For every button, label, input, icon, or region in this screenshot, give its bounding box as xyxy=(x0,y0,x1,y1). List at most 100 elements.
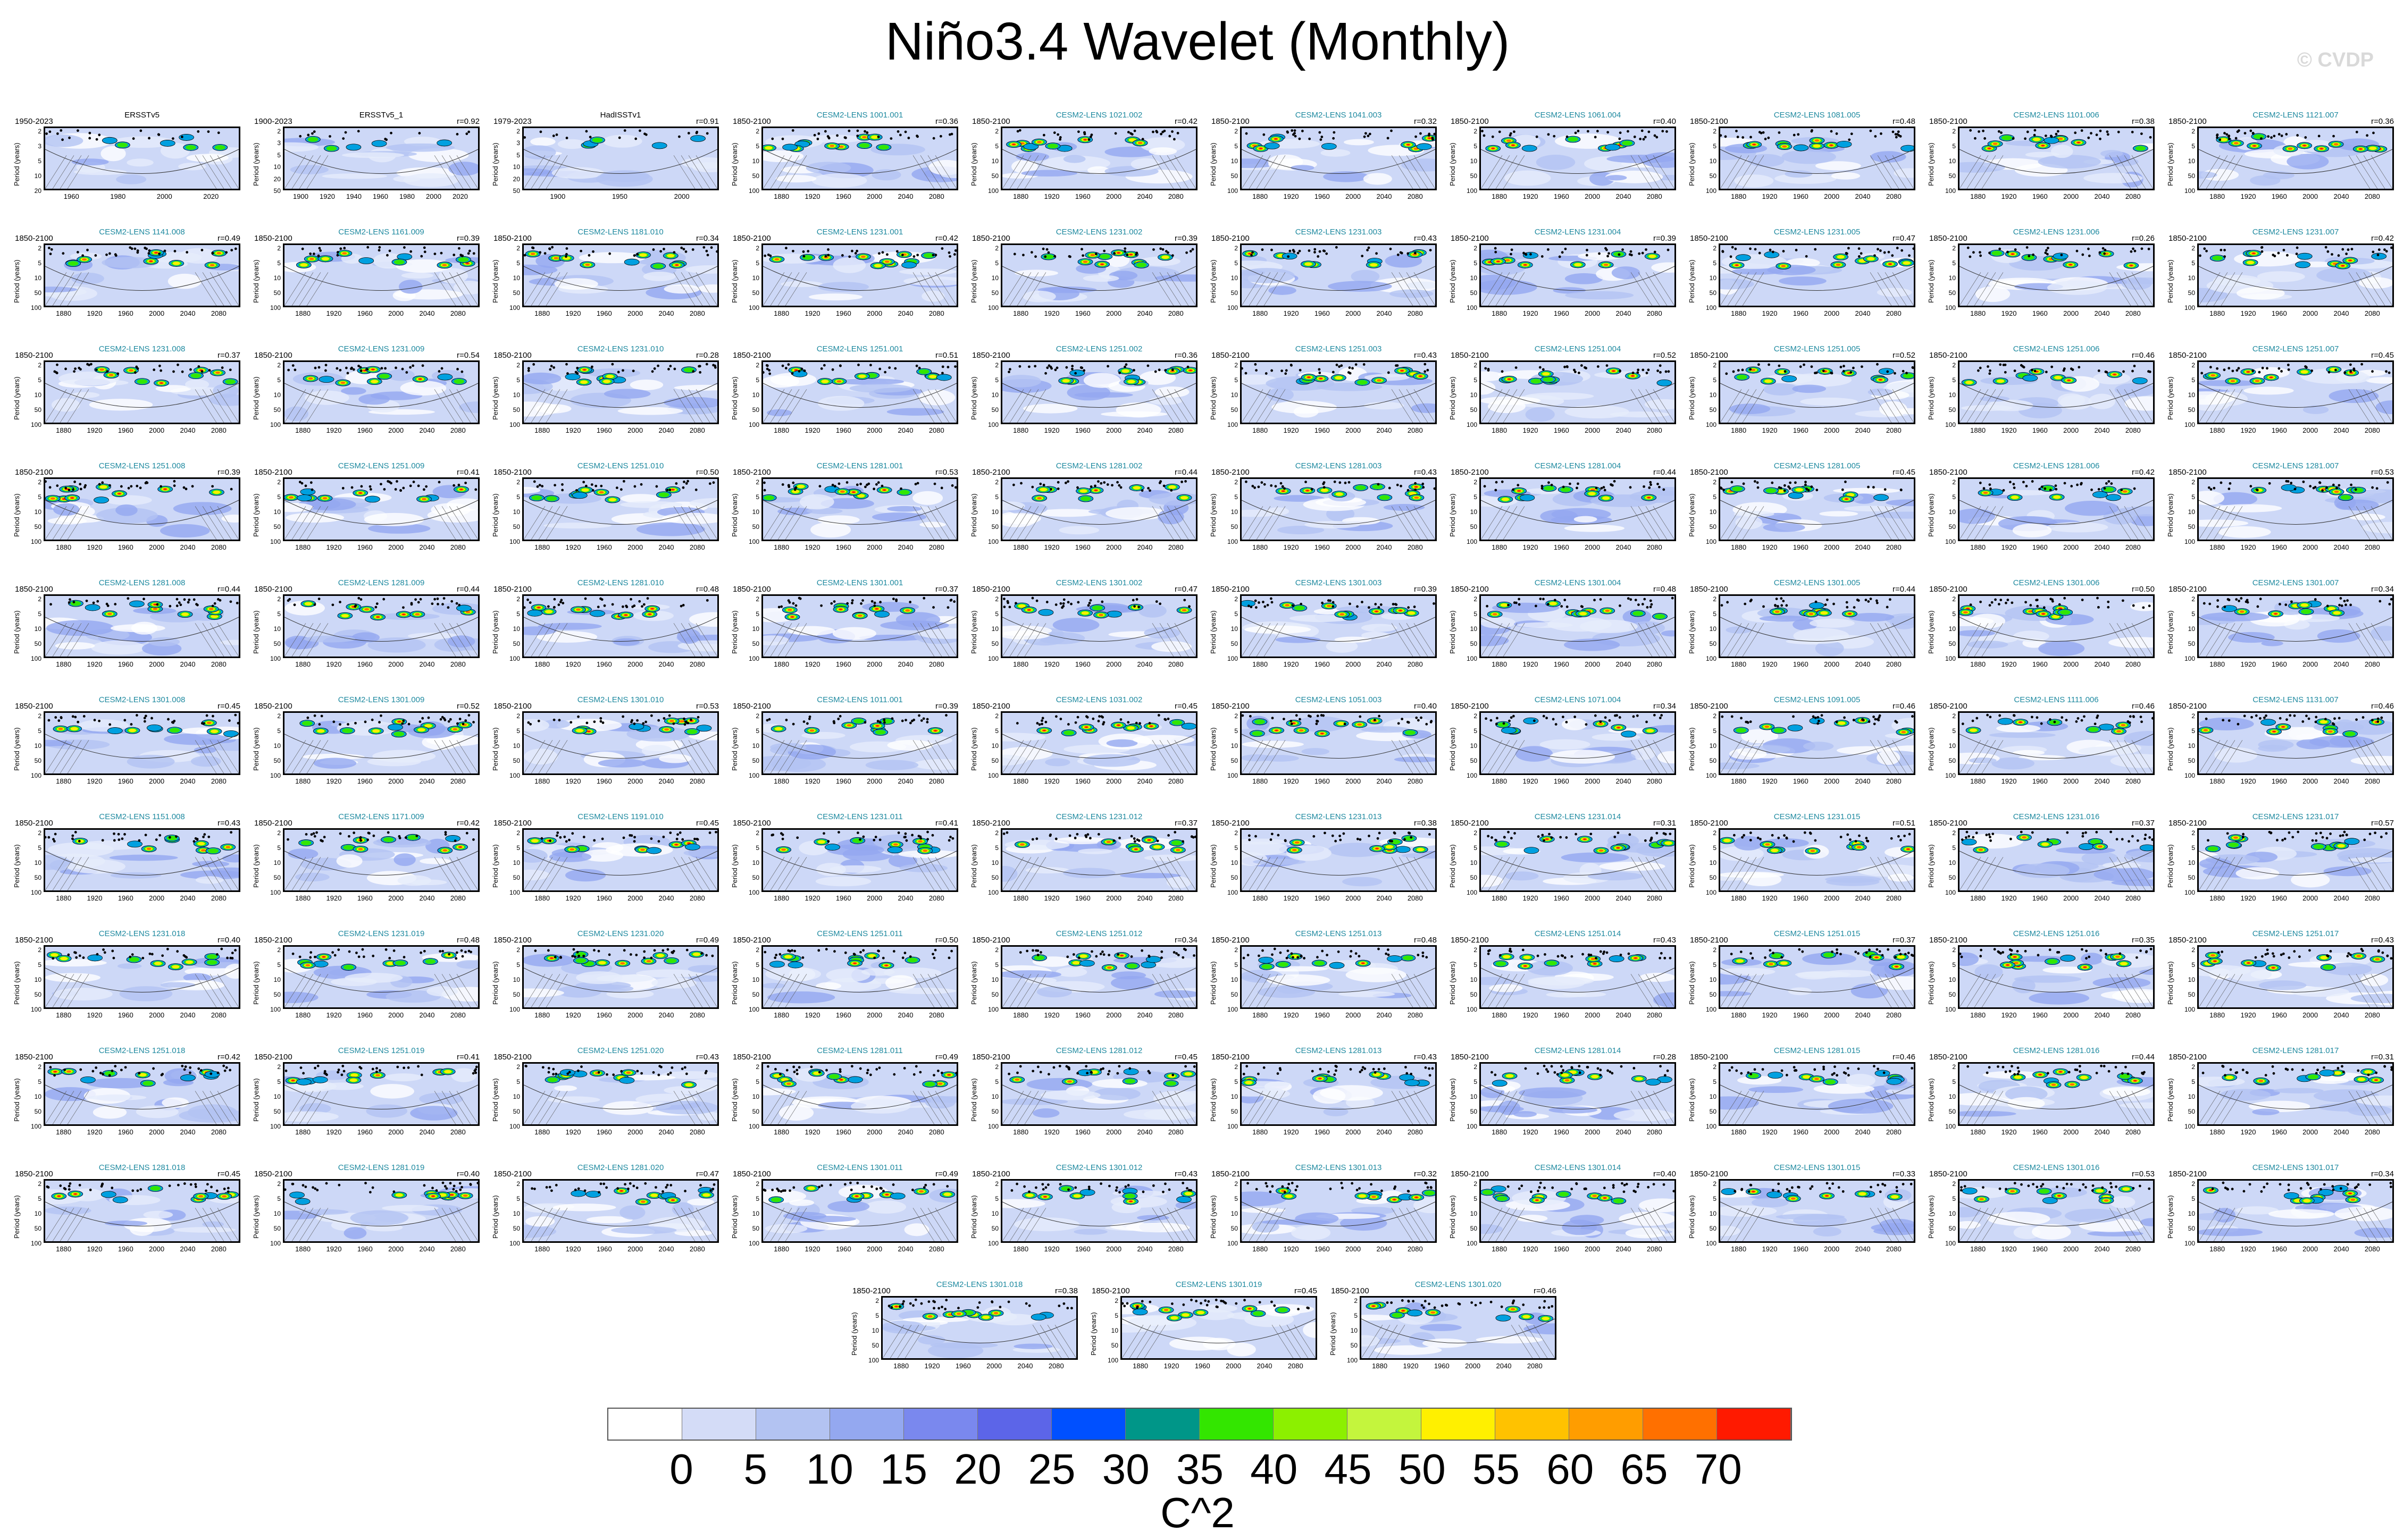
power-blob xyxy=(117,142,128,148)
significance-dot xyxy=(916,254,919,257)
significance-dot xyxy=(2044,487,2047,490)
significance-dot xyxy=(1730,481,1734,484)
significance-dot xyxy=(1124,247,1127,250)
significance-dot xyxy=(2216,605,2219,608)
significance-dot xyxy=(1510,248,1513,251)
significance-dot xyxy=(2051,600,2054,603)
significance-dot xyxy=(584,484,588,487)
y-tick-label: 2 xyxy=(2191,245,2195,252)
y-tick-label: 50 xyxy=(1230,172,1238,180)
x-tick-label: 2040 xyxy=(180,543,196,551)
y-axis-label: Period (years) xyxy=(1209,259,1217,303)
power-blob xyxy=(1560,487,1571,492)
x-tick-label: 2000 xyxy=(2063,660,2079,668)
significance-dot xyxy=(229,368,232,372)
significance-dot xyxy=(901,254,904,257)
significance-dot xyxy=(939,134,942,138)
significance-dot xyxy=(2026,130,2029,133)
significance-dot xyxy=(369,488,372,491)
significance-dot xyxy=(230,487,233,491)
significance-dot xyxy=(369,485,372,488)
power-contour xyxy=(799,494,834,510)
significance-dot xyxy=(2099,137,2101,140)
significance-dot xyxy=(2205,249,2208,253)
significance-dot xyxy=(1879,249,1882,252)
significance-dot xyxy=(2095,133,2098,137)
coi-hatch xyxy=(1735,155,1757,189)
panel-name: CESM2-LENS 1231.001 xyxy=(816,228,903,237)
power-contour xyxy=(1661,630,1674,637)
power-blob xyxy=(2253,145,2256,147)
significance-dot xyxy=(1422,486,1425,489)
power-contour xyxy=(1140,137,1185,153)
significance-dot xyxy=(2024,601,2027,604)
significance-dot xyxy=(1562,485,1565,489)
x-tick-label: 1920 xyxy=(805,309,820,317)
significance-dot xyxy=(698,365,701,368)
significance-dot xyxy=(1414,482,1417,485)
significance-dot xyxy=(1522,251,1525,255)
x-tick-label: 1880 xyxy=(295,543,311,551)
significance-dot xyxy=(2148,604,2151,608)
significance-dot xyxy=(2033,369,2037,373)
significance-dot xyxy=(1576,486,1578,490)
significance-dot xyxy=(1561,251,1564,254)
significance-dot xyxy=(94,254,97,257)
significance-dot xyxy=(2245,600,2248,603)
power-blob xyxy=(1023,143,1039,150)
wavelet-panel: CESM2-LENS 1301.001 1850-2100 r=0.37 Period… xyxy=(728,578,962,675)
significance-dot xyxy=(1619,131,1622,134)
wavelet-plot-area xyxy=(761,477,958,541)
panel-name: CESM2-LENS 1301.006 xyxy=(2013,578,2100,587)
power-blob xyxy=(415,613,420,616)
significance-dot xyxy=(2008,481,2012,484)
x-tick-label: 1960 xyxy=(118,660,133,668)
x-tick-label: 2040 xyxy=(1615,543,1631,551)
significance-dot xyxy=(1574,131,1577,134)
panel-correlation: r=0.39 xyxy=(1414,585,1437,594)
power-contour xyxy=(168,273,202,289)
significance-dot xyxy=(1394,603,1397,606)
significance-dot xyxy=(2331,253,2333,256)
y-tick-label: 50 xyxy=(1470,289,1477,297)
power-blob xyxy=(99,368,105,371)
significance-dot xyxy=(127,486,130,490)
power-blob xyxy=(304,602,312,605)
power-contour xyxy=(630,380,664,390)
wavelet-panel: CESM2-LENS 1281.004 1850-2100 r=0.44 Period… xyxy=(1446,461,1680,558)
significance-dot xyxy=(158,364,161,367)
significance-dot xyxy=(2028,255,2031,258)
y-tick-label: 2 xyxy=(995,595,999,603)
panel-range: 1850-2100 xyxy=(972,585,1010,594)
x-tick-label: 1960 xyxy=(596,426,612,434)
x-tick-label: 1880 xyxy=(1252,543,1268,551)
significance-dot xyxy=(1529,253,1532,256)
significance-dot xyxy=(2375,487,2379,490)
power-contour xyxy=(1328,281,1392,292)
significance-dot xyxy=(1263,605,1267,608)
power-blob xyxy=(319,376,334,383)
significance-dot xyxy=(169,604,172,608)
significance-dot xyxy=(1016,130,1019,133)
x-tick-label: 1920 xyxy=(1283,309,1299,317)
significance-dot xyxy=(2302,480,2305,483)
y-tick-label: 2 xyxy=(1713,245,1716,252)
significance-dot xyxy=(1089,599,1092,602)
wavelet-plot-area xyxy=(283,127,480,190)
significance-dot xyxy=(552,366,555,369)
significance-dot xyxy=(346,372,349,375)
power-blob xyxy=(321,257,329,260)
panel-name: CESM2-LENS 1251.003 xyxy=(1295,344,1382,354)
significance-dot xyxy=(329,135,331,138)
wavelet-plot-area xyxy=(1719,127,1915,190)
significance-dot xyxy=(1087,138,1091,141)
significance-dot xyxy=(1872,486,1875,489)
power-blob xyxy=(1408,611,1416,615)
power-blob xyxy=(82,258,87,261)
power-contour xyxy=(1002,375,1041,388)
y-tick-label: 50 xyxy=(991,289,999,297)
significance-dot xyxy=(173,484,176,487)
y-tick-label: 50 xyxy=(513,289,520,297)
x-tick-label: 1920 xyxy=(87,309,103,317)
y-tick-label: 10 xyxy=(513,508,520,516)
